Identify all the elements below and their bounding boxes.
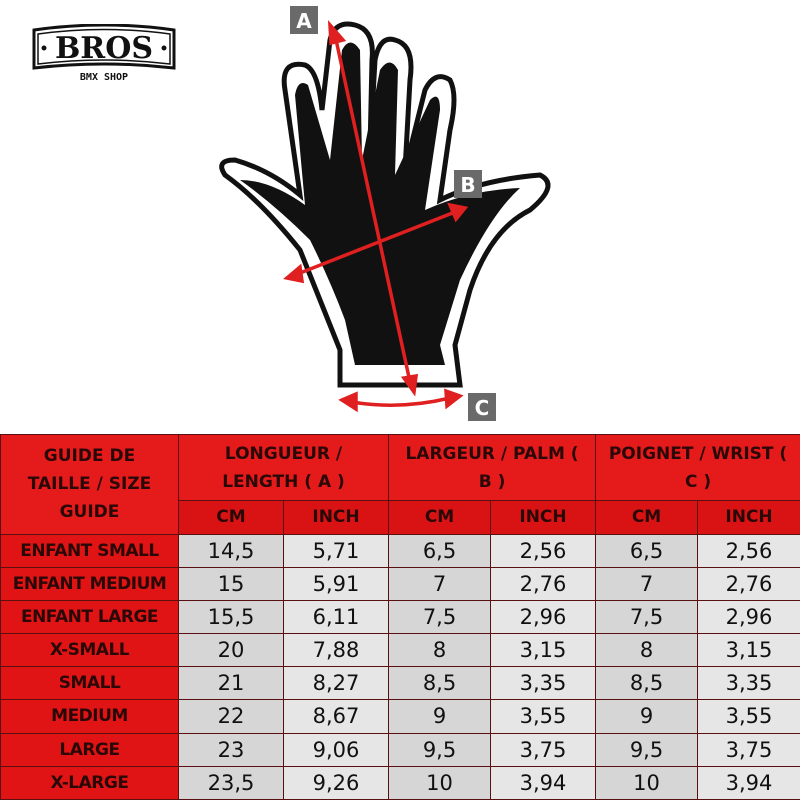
table-row: ENFANT SMALL 14,5 5,71 6,5 2,56 6,5 2,56	[0, 533, 800, 568]
size-value: 8,5	[388, 666, 492, 701]
size-value: 23,5	[178, 765, 284, 800]
size-value: 5,71	[282, 533, 390, 568]
size-value: 3,55	[490, 699, 597, 734]
unit-header: CM	[388, 500, 492, 535]
size-guide-table: GUIDE DE TAILLE / SIZE GUIDE LONGUEUR / …	[0, 433, 800, 800]
size-label: LARGE	[0, 732, 179, 767]
size-value: 2,76	[697, 566, 800, 601]
glove-measurement-diagram: A B C	[219, 6, 551, 421]
size-value: 22	[178, 699, 284, 734]
corner-header: GUIDE DE TAILLE / SIZE GUIDE	[0, 434, 179, 535]
size-value: 3,75	[697, 732, 800, 767]
size-value: 9,06	[282, 732, 390, 767]
table-row: LARGE 23 9,06 9,5 3,75 9,5 3,75	[0, 732, 800, 767]
size-value: 8,67	[282, 699, 390, 734]
size-value: 3,35	[490, 666, 597, 701]
size-value: 10	[595, 765, 699, 800]
size-value: 8,5	[595, 666, 699, 701]
size-value: 3,94	[697, 765, 800, 800]
size-value: 9,5	[388, 732, 492, 767]
size-value: 8	[388, 633, 492, 668]
size-value: 6,5	[388, 533, 492, 568]
size-value: 9	[595, 699, 699, 734]
size-value: 3,15	[697, 633, 800, 668]
size-value: 2,56	[697, 533, 800, 568]
glove-palm	[240, 42, 520, 365]
size-label: X-LARGE	[0, 765, 179, 800]
size-label: MEDIUM	[0, 699, 179, 734]
size-value: 8	[595, 633, 699, 668]
size-value: 2,56	[490, 533, 597, 568]
size-label: X-SMALL	[0, 633, 179, 668]
size-value: 3,75	[490, 732, 597, 767]
size-value: 9,5	[595, 732, 699, 767]
size-value: 7	[595, 566, 699, 601]
group-header-wrist: POIGNET / WRIST ( C )	[595, 433, 800, 502]
size-value: 9,26	[282, 765, 390, 800]
size-value: 21	[178, 666, 284, 701]
size-value: 6,5	[595, 533, 699, 568]
size-value: 2,76	[490, 566, 597, 601]
size-label: ENFANT SMALL	[0, 533, 179, 568]
unit-header: INCH	[697, 500, 800, 535]
size-value: 9	[388, 699, 492, 734]
logo-brand: BROS	[55, 31, 153, 66]
size-value: 23	[178, 732, 284, 767]
size-value: 14,5	[178, 533, 284, 568]
size-value: 8,27	[282, 666, 390, 701]
logo-tagline: BMX SHOP	[80, 72, 128, 83]
bros-bmx-shop-logo: BROS BMX SHOP	[32, 24, 176, 83]
table-row: X-LARGE 23,5 9,26 10 3,94 10 3,94	[0, 765, 800, 800]
size-value: 7,5	[595, 599, 699, 635]
size-value: 15	[178, 566, 284, 601]
label-b: B	[460, 173, 475, 197]
group-header-length: LONGUEUR / LENGTH ( A )	[177, 433, 390, 502]
size-value: 10	[388, 765, 492, 800]
label-c: C	[475, 396, 490, 420]
size-value: 2,96	[490, 599, 597, 635]
table-row: X-SMALL 20 7,88 8 3,15 8 3,15	[0, 633, 800, 668]
size-value: 3,55	[697, 699, 800, 734]
size-value: 2,96	[697, 599, 800, 635]
size-value: 7	[388, 566, 492, 601]
table-row: MEDIUM 22 8,67 9 3,55 9 3,55	[0, 699, 800, 734]
label-a: A	[296, 9, 312, 33]
size-value: 20	[178, 633, 284, 668]
unit-header: INCH	[282, 500, 390, 535]
table-row: ENFANT LARGE 15,5 6,11 7,5 2,96 7,5 2,96	[0, 599, 800, 635]
unit-header: CM	[178, 500, 284, 535]
group-header-palm: LARGEUR / PALM ( B )	[388, 433, 597, 502]
size-label: ENFANT LARGE	[0, 599, 179, 635]
size-value: 5,91	[282, 566, 390, 601]
size-label: SMALL	[0, 666, 179, 701]
size-value: 7,5	[388, 599, 492, 635]
size-value: 3,35	[697, 666, 800, 701]
size-value: 3,15	[490, 633, 597, 668]
size-label: ENFANT MEDIUM	[0, 566, 179, 601]
unit-header: INCH	[490, 500, 597, 535]
table-row: SMALL 21 8,27 8,5 3,35 8,5 3,35	[0, 666, 800, 701]
table-row: ENFANT MEDIUM 15 5,91 7 2,76 7 2,76	[0, 566, 800, 601]
size-value: 7,88	[282, 633, 390, 668]
size-value: 15,5	[178, 599, 284, 635]
size-value: 3,94	[490, 765, 597, 800]
unit-header: CM	[595, 500, 699, 535]
size-value: 6,11	[282, 599, 390, 635]
